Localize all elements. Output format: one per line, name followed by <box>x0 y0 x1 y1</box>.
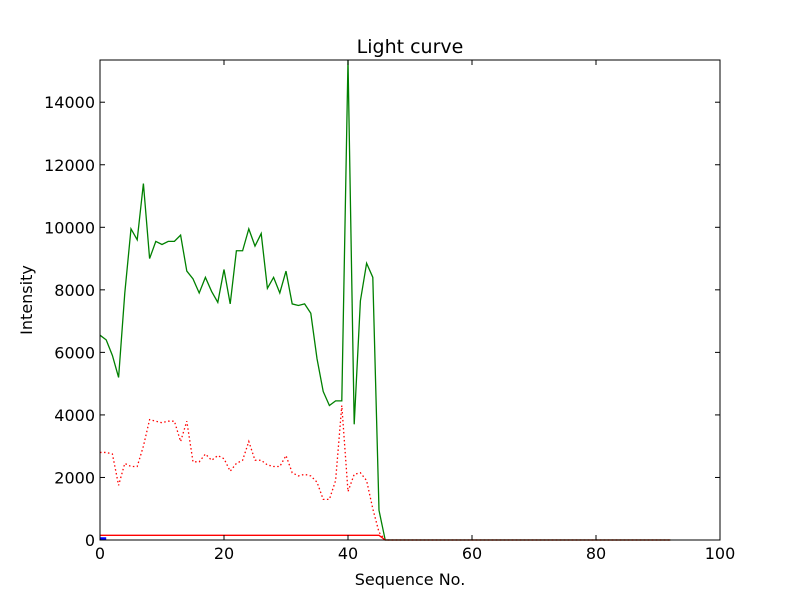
x-tick-label: 40 <box>338 544 358 563</box>
y-axis-title: Intensity <box>17 265 36 335</box>
y-tick-label: 4000 <box>54 406 95 425</box>
y-tick-label: 2000 <box>54 468 95 487</box>
y-tick-label: 14000 <box>44 93 95 112</box>
x-tick-label: 100 <box>705 544 736 563</box>
x-tick-label: 60 <box>462 544 482 563</box>
x-tick-label: 0 <box>95 544 105 563</box>
y-tick-label: 12000 <box>44 156 95 175</box>
y-tick-label: 0 <box>85 531 95 550</box>
y-tick-label: 8000 <box>54 281 95 300</box>
chart-title: Light curve <box>357 36 464 58</box>
y-tick-label: 10000 <box>44 218 95 237</box>
y-tick-label: 6000 <box>54 343 95 362</box>
x-axis-title: Sequence No. <box>355 570 466 589</box>
x-tick-label: 80 <box>586 544 606 563</box>
plot-frame <box>99 59 721 541</box>
tick-layer: 0 20 40 60 80 100 0 2000 4000 6000 8000 10000 12000 1… <box>44 60 735 563</box>
x-tick-label: 20 <box>214 544 234 563</box>
